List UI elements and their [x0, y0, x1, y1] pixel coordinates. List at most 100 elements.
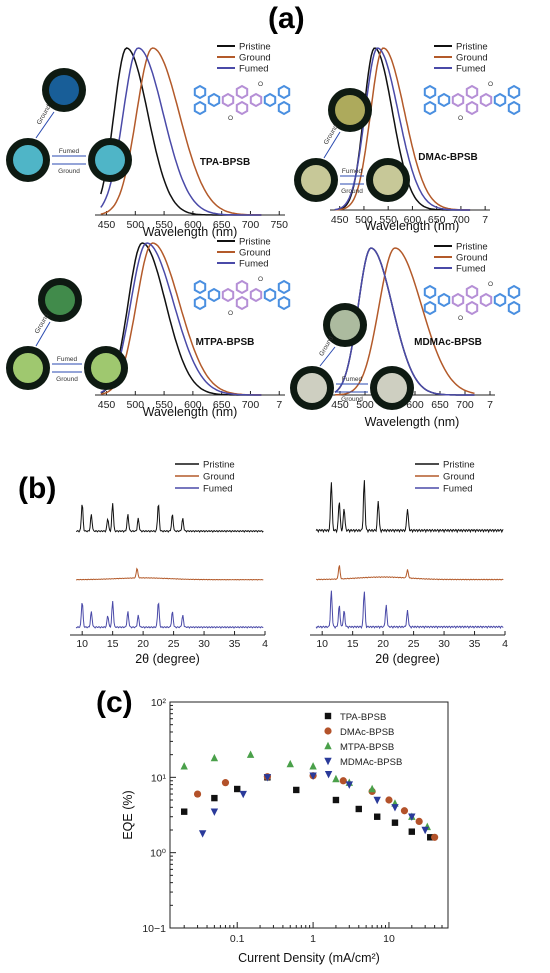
legend-label: TPA-BPSB [340, 712, 386, 723]
compound-name: MTPA-BPSB [196, 337, 255, 348]
xrd-plot-left: 10 15 20 25 30 35 4 2θ (degree) PristineGroundFu… [70, 460, 268, 666]
xrd-pattern-fumed [75, 600, 264, 629]
benzene-ring [451, 292, 465, 308]
x-tick-label: 15 [347, 638, 359, 650]
series-dmac-bpsb [193, 772, 439, 841]
ground-arrow-label: Ground [58, 168, 80, 175]
xrd-pattern-pristine [76, 503, 264, 533]
benzene-ring [451, 92, 465, 108]
marker-triangle-up [210, 753, 219, 762]
emission-glow [377, 373, 407, 403]
benzene-ring [493, 292, 507, 308]
ground-diagonal-arrow [35, 111, 55, 139]
marker-square [234, 785, 241, 793]
marker-circle [415, 817, 423, 826]
x-tick-label: 20 [377, 638, 389, 650]
marker-circle [339, 777, 347, 785]
x-tick-label: 15 [107, 638, 119, 650]
ground-arrow-label: Ground [341, 396, 363, 403]
molecule-structure-icon: OO [193, 81, 291, 122]
molecule-structure-icon: OO [423, 81, 521, 122]
benzene-ring [235, 279, 249, 295]
legend-label: Ground [456, 253, 488, 264]
ground-arrow-label: Ground [56, 376, 78, 383]
marker-triangle-down [324, 771, 333, 779]
benzene-ring [193, 100, 207, 116]
legend-label: Pristine [239, 237, 271, 248]
x-tick-label: 4 [502, 638, 508, 650]
legend-label: Fumed [443, 484, 473, 495]
y-tick-label: 10¹ [151, 772, 167, 784]
benzene-ring [249, 287, 263, 303]
benzene-ring [437, 292, 451, 308]
subplot-tpa-bpsb: 450 500 550 600 650 700 750 Wavelength (nm) Pris… [6, 42, 291, 239]
spectrum-fumed [100, 242, 262, 396]
x-tick-label: 35 [469, 638, 481, 650]
compound-name: TPA-BPSB [200, 157, 250, 168]
x-tick-label: 700 [242, 399, 260, 411]
x-tick-label: 4 [262, 638, 268, 650]
series-mdmac-bpsb [198, 771, 429, 838]
x-tick-label: 7 [487, 399, 493, 411]
benzene-ring [277, 100, 291, 116]
benzene-ring [235, 295, 249, 311]
benzene-ring [207, 287, 221, 303]
marker-triangle-up [180, 762, 188, 770]
x-tick-label: 7 [276, 399, 282, 411]
x-tick-label: 10 [316, 638, 328, 650]
marker-square [355, 805, 362, 813]
x-tick-label: 30 [438, 638, 450, 650]
x-tick-label: 500 [127, 219, 145, 231]
x-tick-label: 450 [331, 214, 349, 226]
x-tick-label: 35 [229, 638, 241, 650]
sulfonyl-label: O [228, 310, 233, 317]
benzene-ring [277, 295, 291, 311]
legend-label: MDMAc-BPSB [340, 757, 402, 768]
legend-label: Pristine [239, 42, 271, 53]
benzene-ring [493, 92, 507, 108]
legend-label: Pristine [203, 460, 235, 471]
molecule-structure-icon: OO [193, 276, 291, 317]
legend-label: Pristine [456, 42, 488, 53]
benzene-ring [249, 92, 263, 108]
compound-name: DMAc-BPSB [418, 152, 477, 163]
benzene-ring [193, 295, 207, 311]
benzene-ring [193, 279, 207, 295]
marker-circle [431, 833, 439, 841]
marker-triangle-up [286, 759, 294, 768]
x-tick-label: 700 [452, 214, 470, 226]
x-tick-label: 10 [76, 638, 88, 650]
benzene-ring [221, 287, 235, 303]
ground-diagonal-arrow [323, 131, 341, 159]
panel-b-label: (b) [18, 472, 56, 505]
marker-circle [193, 790, 202, 798]
xrd-pattern-ground [315, 565, 504, 581]
x-tick-label: 500 [356, 399, 374, 411]
ground-diagonal-arrow [319, 346, 336, 367]
marker-triangle-up [246, 750, 255, 758]
x-tick-label: 20 [137, 638, 149, 650]
emission-glow [45, 285, 75, 315]
xrd-pattern-fumed [315, 590, 504, 630]
ground-diagonal-label: Ground [318, 335, 335, 358]
legend-label: Ground [456, 53, 488, 64]
marker-triangle-down [309, 772, 317, 780]
marker-circle [324, 727, 332, 735]
legend-label: MTPA-BPSB [340, 742, 394, 753]
x-axis-label: Wavelength (nm) [143, 225, 238, 239]
marker-triangle-down [263, 774, 272, 782]
benzene-ring [479, 292, 493, 308]
sulfonyl-label: O [488, 81, 493, 88]
spectrum-ground [334, 47, 471, 211]
benzene-ring [193, 84, 207, 100]
x-axis-label: Wavelength (nm) [365, 219, 460, 233]
legend-label: Fumed [456, 64, 486, 75]
fumed-arrow-label: Fumed [57, 356, 78, 363]
benzene-ring [465, 284, 479, 300]
y-tick-label: 10⁰ [150, 848, 167, 860]
x-tick-label: 550 [379, 214, 397, 226]
marker-square [293, 786, 300, 794]
marker-square [391, 819, 399, 826]
marker-triangle-up [368, 784, 376, 793]
